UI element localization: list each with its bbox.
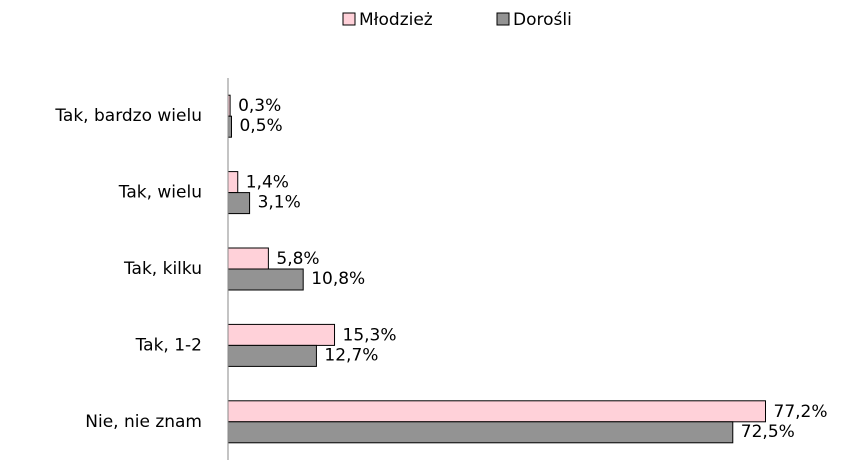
bar xyxy=(227,323,336,346)
value-label: 72,5% xyxy=(741,422,795,442)
value-label: 0,3% xyxy=(238,96,281,116)
value-label: 10,8% xyxy=(311,269,365,289)
bar xyxy=(227,247,269,270)
bar xyxy=(227,171,239,194)
value-label: 1,4% xyxy=(246,173,289,193)
bar xyxy=(227,192,251,215)
value-label: 77,2% xyxy=(774,402,828,422)
value-label: 0,5% xyxy=(239,116,282,136)
y-tick-label: Tak, wielu xyxy=(118,183,202,203)
bar xyxy=(227,268,304,291)
value-label: 5,8% xyxy=(276,249,319,269)
bar xyxy=(227,421,734,444)
bar xyxy=(227,344,317,367)
value-label: 3,1% xyxy=(258,193,301,213)
y-tick-label: Tak, 1-2 xyxy=(135,335,202,355)
y-tick-label: Tak, kilku xyxy=(123,259,202,279)
y-tick-label: Nie, nie znam xyxy=(85,412,202,432)
y-tick-label: Tak, bardzo wielu xyxy=(54,106,202,126)
legend-swatch xyxy=(496,12,510,26)
legend-swatch xyxy=(342,12,356,26)
bar xyxy=(227,115,232,138)
value-label: 15,3% xyxy=(343,325,397,345)
bar xyxy=(227,400,767,423)
legend-label: Młodzież xyxy=(359,10,433,30)
legend-label: Dorośli xyxy=(513,10,572,30)
value-label: 12,7% xyxy=(324,345,378,365)
